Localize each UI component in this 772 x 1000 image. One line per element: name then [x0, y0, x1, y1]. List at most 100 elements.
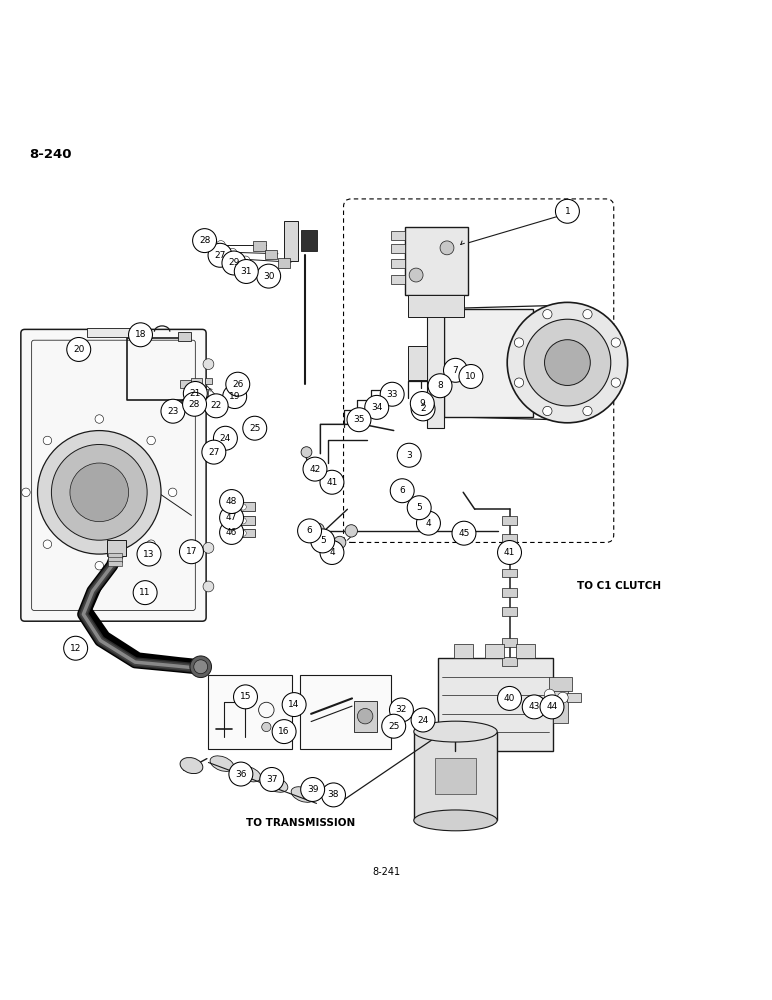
Text: 11: 11 — [140, 588, 151, 597]
Circle shape — [283, 693, 306, 717]
Circle shape — [204, 394, 229, 418]
Circle shape — [524, 319, 611, 406]
Ellipse shape — [264, 777, 288, 792]
Circle shape — [203, 542, 214, 553]
Circle shape — [137, 542, 161, 566]
Circle shape — [52, 444, 147, 540]
Circle shape — [202, 440, 226, 464]
Circle shape — [43, 436, 52, 445]
Text: 15: 15 — [240, 692, 251, 701]
Bar — [502, 569, 517, 577]
Text: TO TRANSMISSION: TO TRANSMISSION — [246, 818, 356, 828]
Circle shape — [222, 251, 245, 275]
Circle shape — [409, 268, 423, 282]
Circle shape — [203, 397, 214, 408]
Bar — [444, 309, 533, 417]
Text: 28: 28 — [189, 400, 200, 409]
Bar — [205, 378, 212, 384]
Text: 47: 47 — [226, 513, 237, 522]
Circle shape — [203, 359, 214, 370]
Text: 25: 25 — [388, 722, 399, 731]
Circle shape — [168, 488, 177, 497]
Circle shape — [389, 698, 414, 722]
Circle shape — [322, 783, 346, 807]
Bar — [354, 701, 377, 732]
Circle shape — [514, 338, 523, 347]
Circle shape — [219, 490, 244, 514]
Circle shape — [544, 689, 555, 700]
Circle shape — [498, 541, 522, 564]
Circle shape — [256, 264, 281, 288]
Circle shape — [219, 506, 244, 530]
Text: 24: 24 — [220, 434, 231, 443]
Text: 44: 44 — [547, 702, 557, 711]
Circle shape — [417, 511, 441, 535]
Text: 23: 23 — [168, 407, 178, 416]
Bar — [300, 675, 391, 749]
FancyBboxPatch shape — [21, 329, 206, 621]
Bar — [567, 693, 581, 702]
Circle shape — [95, 415, 103, 423]
Text: 27: 27 — [215, 251, 225, 260]
Bar — [265, 250, 277, 259]
Circle shape — [540, 695, 564, 719]
Circle shape — [147, 540, 155, 548]
Bar — [185, 391, 195, 398]
Circle shape — [128, 323, 153, 347]
Bar — [191, 378, 202, 386]
Circle shape — [219, 520, 244, 544]
Bar — [405, 227, 468, 295]
Bar — [553, 700, 568, 723]
Text: 6: 6 — [399, 486, 405, 495]
Bar — [238, 502, 255, 511]
Circle shape — [67, 337, 91, 361]
Circle shape — [303, 457, 327, 481]
Bar — [454, 644, 473, 658]
Bar — [554, 690, 568, 699]
Bar — [253, 241, 266, 251]
Circle shape — [411, 392, 435, 415]
Bar — [502, 657, 517, 666]
Ellipse shape — [237, 766, 261, 782]
Bar — [516, 644, 535, 658]
Circle shape — [320, 470, 344, 494]
Circle shape — [193, 229, 216, 253]
Circle shape — [233, 685, 258, 709]
Text: 5: 5 — [320, 536, 326, 545]
Circle shape — [225, 372, 250, 396]
Text: 16: 16 — [279, 727, 290, 736]
Circle shape — [38, 431, 161, 554]
Circle shape — [543, 406, 552, 416]
Circle shape — [507, 302, 628, 423]
Text: 33: 33 — [387, 390, 398, 399]
Bar — [502, 638, 517, 647]
Bar — [278, 258, 290, 268]
Circle shape — [213, 426, 238, 450]
Text: 22: 22 — [211, 401, 222, 410]
Circle shape — [557, 692, 568, 703]
Text: 31: 31 — [241, 267, 252, 276]
Circle shape — [272, 720, 296, 744]
Bar — [408, 295, 464, 317]
Text: 26: 26 — [232, 380, 243, 389]
Text: 45: 45 — [459, 529, 469, 538]
Circle shape — [452, 521, 476, 545]
Circle shape — [408, 496, 432, 520]
Circle shape — [298, 519, 322, 543]
Circle shape — [262, 722, 271, 732]
Text: 19: 19 — [229, 392, 240, 401]
Text: 18: 18 — [135, 330, 146, 339]
Circle shape — [310, 529, 335, 553]
Circle shape — [242, 416, 267, 440]
Bar — [108, 553, 122, 558]
Circle shape — [611, 378, 621, 387]
Text: 1: 1 — [564, 207, 571, 216]
Text: 38: 38 — [328, 790, 339, 799]
Circle shape — [240, 518, 246, 524]
Text: 10: 10 — [466, 372, 476, 381]
Circle shape — [459, 365, 483, 388]
Text: 48: 48 — [226, 497, 237, 506]
Circle shape — [190, 656, 212, 678]
Text: 8: 8 — [437, 381, 443, 390]
Text: 40: 40 — [504, 694, 515, 703]
